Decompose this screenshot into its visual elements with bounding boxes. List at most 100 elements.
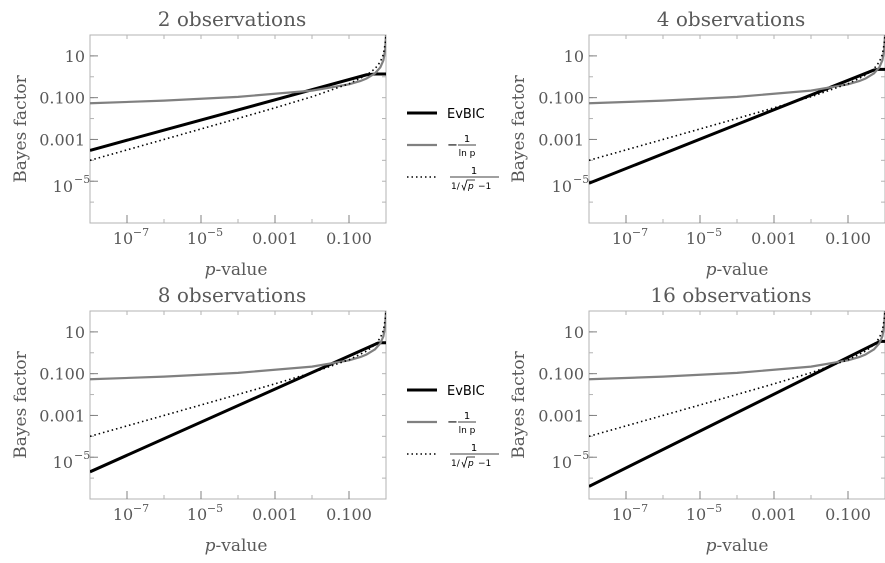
x-tick-exponent: −5 bbox=[706, 226, 722, 239]
series-line-dotted bbox=[90, 311, 386, 438]
x-axis-label: p-value bbox=[205, 536, 268, 556]
panel-title: 16 observations bbox=[650, 283, 811, 307]
x-tick-label: 10 bbox=[686, 229, 706, 248]
y-tick-label: 10 bbox=[65, 47, 85, 66]
series-line-gray bbox=[90, 311, 386, 381]
series-line-dotted bbox=[589, 311, 885, 438]
x-tick-label: 0.001 bbox=[751, 229, 797, 248]
legend-fraction-numerator: 1 bbox=[464, 411, 470, 422]
y-tick-label: 0.001 bbox=[538, 130, 584, 149]
x-axis-label-p: p bbox=[706, 536, 717, 556]
legend-denominator-suffix: −1 bbox=[478, 182, 491, 192]
legend-fraction-numerator: 1 bbox=[471, 166, 477, 177]
series-group bbox=[90, 35, 386, 162]
radical-sign bbox=[461, 456, 475, 469]
y-tick-label: 0.001 bbox=[39, 406, 85, 425]
series-group bbox=[90, 311, 386, 474]
plot-frame bbox=[588, 34, 885, 224]
x-tick-label: 10 bbox=[187, 229, 207, 248]
x-tick-label: 0.100 bbox=[825, 505, 871, 524]
x-axis-label-p: p bbox=[205, 260, 216, 280]
legend-fraction-numerator: 1 bbox=[471, 443, 477, 454]
legend-denominator-suffix: −1 bbox=[478, 459, 491, 469]
x-tick-label: 0.100 bbox=[326, 229, 372, 248]
x-axis-label-p: p bbox=[706, 260, 717, 280]
x-axis-label: p-value bbox=[205, 260, 268, 280]
x-tick-label: 0.100 bbox=[825, 229, 871, 248]
series-group bbox=[589, 311, 885, 488]
x-tick-label: 0.001 bbox=[252, 229, 298, 248]
y-tick-label: 0.100 bbox=[538, 365, 584, 384]
x-tick-label: 0.001 bbox=[252, 505, 298, 524]
y-tick-exponent: −5 bbox=[573, 449, 589, 462]
x-axis-label-rest: -value bbox=[215, 260, 267, 280]
series-line-dotted bbox=[90, 35, 386, 162]
series-line-gray bbox=[90, 35, 386, 105]
series-line-evbic bbox=[90, 72, 386, 152]
y-axis-label: Bayes factor bbox=[11, 350, 31, 458]
x-axis-label-rest: -value bbox=[215, 536, 267, 556]
x-tick-label: 10 bbox=[113, 505, 133, 524]
x-tick-exponent: −5 bbox=[207, 226, 223, 239]
x-tick-label: 10 bbox=[686, 505, 706, 524]
x-axis-label-p: p bbox=[205, 536, 216, 556]
legend-radicand: p bbox=[467, 182, 474, 192]
legend-denominator-prefix: 1/ bbox=[451, 182, 461, 192]
y-tick-label: 0.100 bbox=[39, 89, 85, 108]
y-tick-label: 10 bbox=[564, 47, 584, 66]
y-tick-exponent: −5 bbox=[74, 449, 90, 462]
panel-title: 8 observations bbox=[158, 283, 306, 307]
plot-frame bbox=[89, 34, 387, 224]
x-axis-label: p-value bbox=[706, 536, 769, 556]
x-tick-label: 0.100 bbox=[326, 505, 372, 524]
x-tick-exponent: −7 bbox=[632, 226, 648, 239]
x-tick-label: 10 bbox=[113, 229, 133, 248]
legend-label-evbic: EvBIC bbox=[447, 384, 485, 399]
y-tick-label: 10 bbox=[552, 177, 572, 196]
x-tick-label: 10 bbox=[612, 229, 632, 248]
x-axis-label: p-value bbox=[706, 260, 769, 280]
y-tick-label: 0.100 bbox=[538, 89, 584, 108]
y-tick-label: 10 bbox=[564, 323, 584, 342]
series-line-dotted bbox=[589, 35, 885, 162]
y-axis-label: Bayes factor bbox=[11, 74, 31, 182]
radical-sign bbox=[461, 179, 475, 192]
legend-minus-sign: − bbox=[447, 415, 458, 430]
y-tick-label: 10 bbox=[65, 323, 85, 342]
x-tick-label: 10 bbox=[612, 505, 632, 524]
x-tick-exponent: −7 bbox=[632, 502, 648, 515]
x-tick-label: 0.001 bbox=[751, 505, 797, 524]
panel-title: 2 observations bbox=[158, 7, 306, 31]
y-tick-label: 10 bbox=[53, 453, 73, 472]
x-axis-label-rest: -value bbox=[716, 536, 768, 556]
x-tick-label: 10 bbox=[187, 505, 207, 524]
legend-label-evbic: EvBIC bbox=[447, 107, 485, 122]
legend-fraction-numerator: 1 bbox=[464, 134, 470, 145]
x-tick-exponent: −5 bbox=[207, 502, 223, 515]
y-tick-label: 0.100 bbox=[39, 365, 85, 384]
legend-fraction-denominator: ln p bbox=[459, 149, 476, 159]
panel-title: 4 observations bbox=[657, 7, 805, 31]
y-tick-label: 0.001 bbox=[538, 406, 584, 425]
legend: EvBIC− 1ln p11/p −1 bbox=[407, 107, 499, 192]
legend-denominator-prefix: 1/ bbox=[451, 459, 461, 469]
legend-fraction-denominator: ln p bbox=[459, 426, 476, 436]
series-group bbox=[589, 35, 885, 185]
y-tick-exponent: −5 bbox=[74, 173, 90, 186]
y-axis-label: Bayes factor bbox=[509, 350, 529, 458]
plot-frame bbox=[588, 310, 885, 500]
y-tick-label: 10 bbox=[552, 453, 572, 472]
series-line-gray bbox=[589, 35, 885, 105]
x-tick-exponent: −5 bbox=[706, 502, 722, 515]
y-axis-label: Bayes factor bbox=[509, 74, 529, 182]
series-line-gray bbox=[589, 311, 885, 381]
legend-minus-sign: − bbox=[447, 138, 458, 153]
y-tick-label: 0.001 bbox=[39, 130, 85, 149]
x-axis-label-rest: -value bbox=[716, 260, 768, 280]
x-tick-exponent: −7 bbox=[133, 502, 149, 515]
